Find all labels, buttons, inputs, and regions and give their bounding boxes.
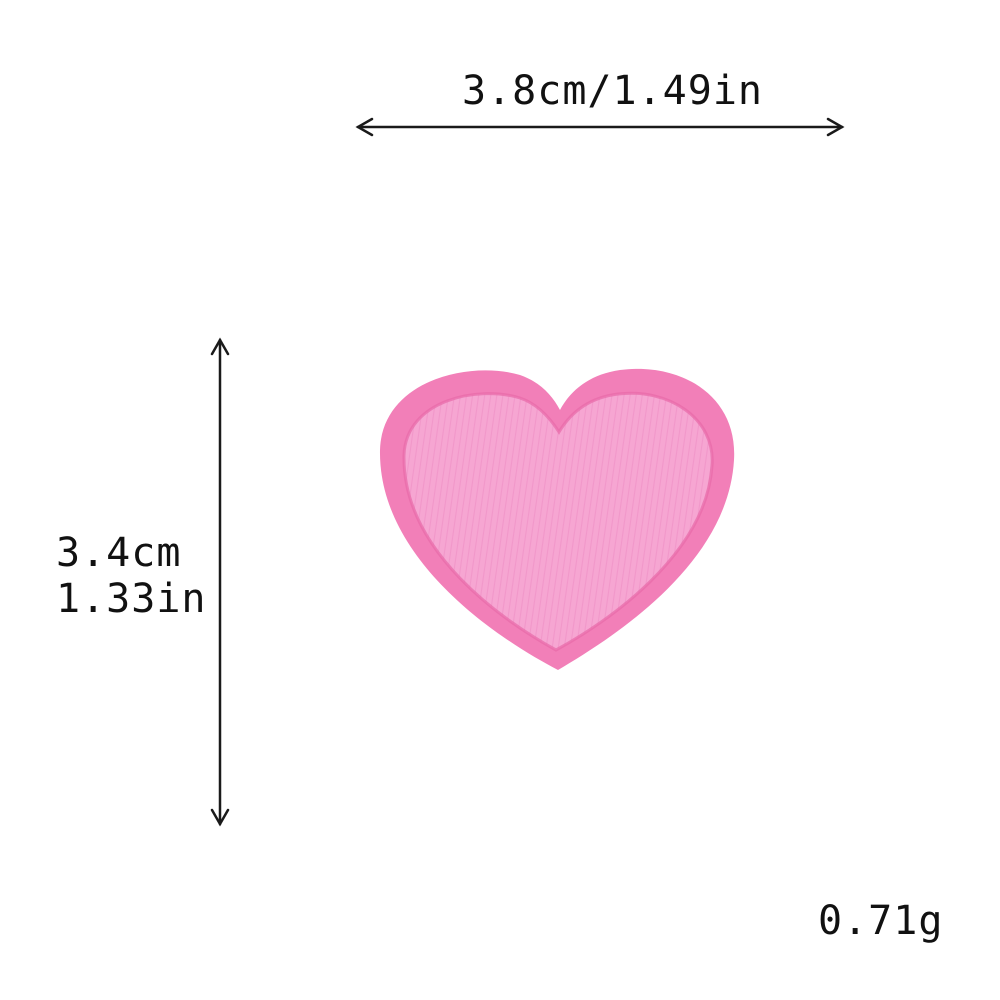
heart-stitch-texture — [403, 393, 713, 650]
heart-stitch-outline — [402, 391, 714, 652]
width-arrow — [355, 117, 845, 137]
height-label-cm: 3.4cm — [56, 530, 182, 576]
width-label: 3.8cm/1.49in — [462, 68, 763, 114]
height-label: 3.4cm 1.33in — [56, 530, 207, 622]
height-arrow — [210, 337, 230, 827]
height-label-in: 1.33in — [56, 576, 207, 622]
weight-label: 0.71g — [818, 898, 944, 944]
